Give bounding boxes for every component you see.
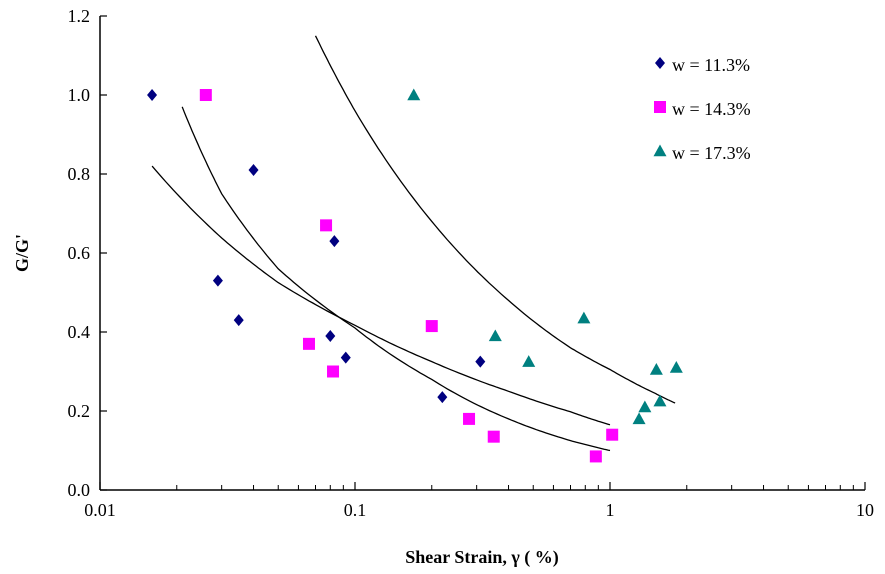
x-tick-label: 10 bbox=[856, 500, 874, 520]
data-point-triangle bbox=[632, 412, 646, 425]
fit-curve-1 bbox=[151, 165, 611, 426]
data-points bbox=[147, 88, 683, 463]
y-tick-label: 0.6 bbox=[68, 243, 91, 263]
data-point-triangle bbox=[522, 355, 536, 367]
data-point-diamond bbox=[340, 351, 351, 364]
x-ticks: 0.01 0.1 1 10 bbox=[84, 482, 874, 520]
data-point-triangle bbox=[649, 363, 663, 375]
data-point-triangle bbox=[669, 361, 683, 373]
data-point-square bbox=[589, 450, 602, 463]
x-axis-title: Shear Strain, γ ( %) bbox=[405, 547, 559, 568]
legend-marker-triangle bbox=[653, 144, 667, 157]
plot-area bbox=[99, 16, 865, 491]
data-point-square bbox=[487, 430, 500, 443]
data-point-diamond bbox=[325, 329, 336, 342]
legend-marker-diamond bbox=[655, 57, 665, 69]
y-tick-label: 0.4 bbox=[68, 322, 91, 342]
data-point-triangle bbox=[653, 394, 667, 407]
y-tick-label: 1.2 bbox=[68, 6, 91, 26]
data-point-triangle bbox=[577, 311, 591, 324]
y-tick-label: 0.8 bbox=[68, 164, 91, 184]
legend: w = 11.3% w = 14.3% w = 17.3% bbox=[653, 55, 751, 163]
data-point-square bbox=[606, 428, 619, 441]
data-point-diamond bbox=[329, 235, 340, 248]
data-point-diamond bbox=[437, 391, 448, 404]
data-point-triangle bbox=[638, 400, 652, 413]
x-tick-label: 1 bbox=[606, 500, 615, 520]
fit-curve-3 bbox=[314, 35, 676, 404]
y-ticks: 0.0 0.2 0.4 0.6 0.8 1.0 1.2 bbox=[68, 6, 107, 500]
legend-label: w = 17.3% bbox=[672, 143, 751, 163]
data-point-square bbox=[327, 365, 340, 378]
y-tick-label: 1.0 bbox=[68, 85, 91, 105]
fit-curves bbox=[151, 35, 676, 452]
data-point-square bbox=[199, 89, 212, 101]
data-point-diamond bbox=[147, 89, 158, 101]
data-point-square bbox=[425, 320, 438, 333]
legend-marker-square bbox=[654, 101, 666, 113]
y-tick-label: 0.0 bbox=[68, 480, 91, 500]
data-point-diamond bbox=[212, 274, 223, 287]
data-point-square bbox=[463, 412, 476, 425]
legend-label: w = 11.3% bbox=[672, 55, 750, 75]
data-point-diamond bbox=[475, 355, 486, 368]
data-point-diamond bbox=[233, 314, 244, 327]
legend-label: w = 14.3% bbox=[672, 99, 751, 119]
fit-curve-2 bbox=[181, 106, 611, 452]
x-tick-label: 0.01 bbox=[84, 500, 116, 520]
data-point-triangle bbox=[488, 329, 502, 342]
y-tick-label: 0.2 bbox=[68, 401, 91, 421]
x-tick-label: 0.1 bbox=[344, 500, 367, 520]
data-point-diamond bbox=[248, 164, 259, 177]
data-point-triangle bbox=[407, 88, 421, 101]
y-axis-title: G/G' bbox=[12, 234, 32, 272]
data-point-square bbox=[320, 219, 333, 232]
data-point-square bbox=[302, 337, 315, 350]
